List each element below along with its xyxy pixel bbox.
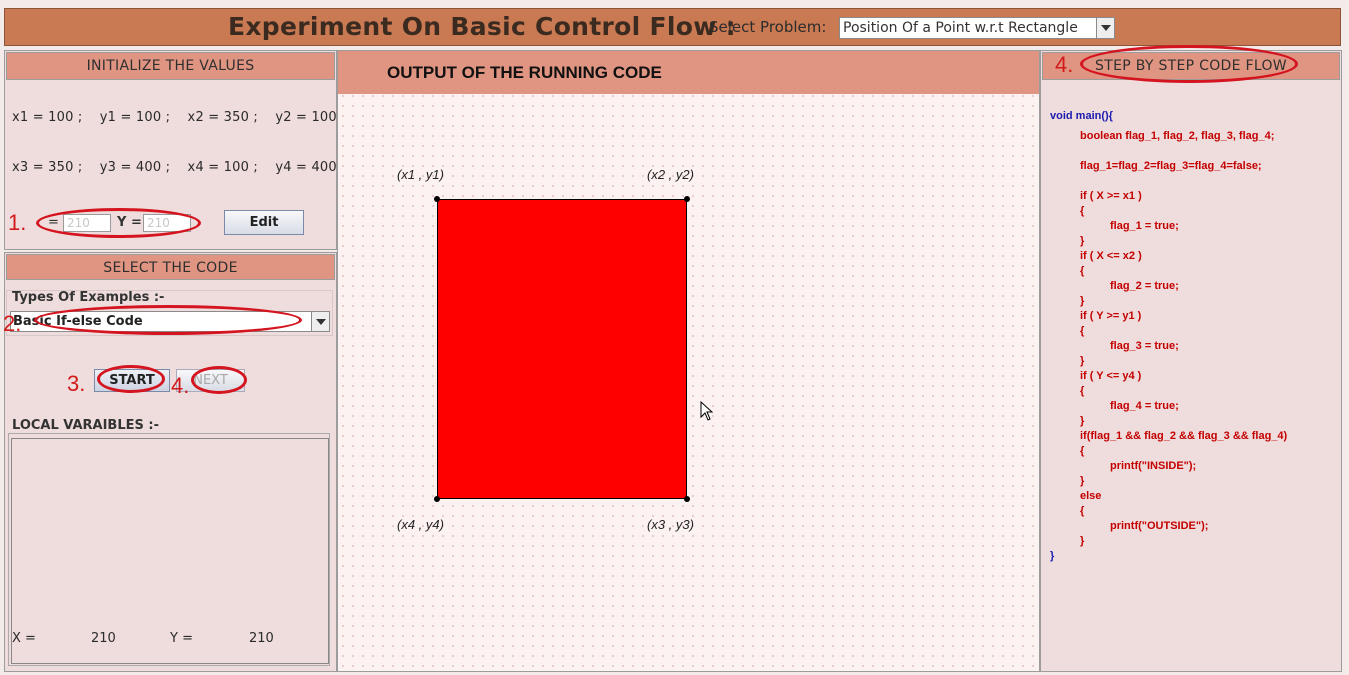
annotation-number: 1. [8, 210, 27, 235]
corner-point-br [684, 496, 690, 502]
code-line: else [1080, 490, 1102, 502]
annotation-number: 4. [1055, 52, 1074, 77]
code-line: { [1080, 205, 1085, 217]
locals-group [8, 433, 330, 666]
annotation-number: 4. [171, 373, 190, 398]
code-line: } [1080, 415, 1085, 427]
values-row-2: x3 = 350 ; y3 = 400 ; x4 = 100 ; y4 = 40… [12, 160, 346, 175]
code-line: flag_3 = true; [1110, 340, 1179, 352]
types-label: Types Of Examples :- [12, 290, 165, 305]
edit-button[interactable]: Edit [224, 210, 304, 235]
code-line: { [1080, 265, 1085, 277]
output-header [338, 51, 1039, 94]
local-x-label: X = [12, 631, 36, 646]
code-flow-panel [1040, 50, 1342, 672]
code-line: printf("OUTSIDE"); [1110, 520, 1209, 532]
code-line: flag_4 = true; [1110, 400, 1179, 412]
code-line: } [1080, 295, 1085, 307]
values-row-1: x1 = 100 ; y1 = 100 ; x2 = 350 ; y2 = 10… [12, 110, 346, 125]
code-line: { [1080, 505, 1085, 517]
mouse-cursor-icon [700, 401, 714, 421]
code-line: { [1080, 325, 1085, 337]
rectangle [437, 199, 687, 499]
code-line: printf("INSIDE"); [1110, 460, 1197, 472]
code-line: { [1080, 385, 1085, 397]
code-line: } [1080, 535, 1085, 547]
initialize-header: INITIALIZE THE VALUES [6, 52, 335, 80]
code-line: } [1080, 475, 1085, 487]
problem-select-value: Position Of a Point w.r.t Rectangle [843, 20, 1078, 36]
local-y-value: 210 [249, 631, 274, 646]
local-y-label: Y = [170, 631, 193, 646]
chevron-down-icon[interactable] [311, 312, 329, 331]
label-x1-y1: (x1 , y1) [397, 167, 444, 182]
code-line: } [1080, 355, 1085, 367]
label-x3-y3: (x3 , y3) [647, 517, 694, 532]
annotation-number: 3. [67, 371, 86, 396]
annotation-number: 2. [3, 311, 22, 336]
code-line: if(flag_1 && flag_2 && flag_3 && flag_4) [1080, 430, 1288, 442]
types-group [6, 290, 333, 336]
code-line: if ( Y <= y4 ) [1080, 370, 1142, 382]
label-x2-y2: (x2 , y2) [647, 167, 694, 182]
locals-box [11, 438, 329, 664]
title-bar [4, 8, 1341, 46]
code-line: void main(){ [1050, 110, 1113, 122]
annotation-ellipse [36, 208, 201, 238]
select-code-header: SELECT THE CODE [6, 254, 335, 280]
code-line: if ( Y >= y1 ) [1080, 310, 1142, 322]
code-line: boolean flag_1, flag_2, flag_3, flag_4; [1080, 130, 1275, 142]
code-line: if ( X <= x2 ) [1080, 250, 1142, 262]
chevron-down-icon[interactable] [1096, 18, 1114, 38]
code-line: flag_2 = true; [1110, 280, 1179, 292]
annotation-ellipse [97, 365, 165, 393]
corner-point-tl [434, 196, 440, 202]
code-line: } [1050, 550, 1055, 562]
problem-select[interactable]: Position Of a Point w.r.t Rectangle [839, 17, 1115, 39]
annotation-ellipse [34, 305, 302, 335]
annotation-ellipse [1080, 45, 1298, 83]
label-x4-y4: (x4 , y4) [397, 517, 444, 532]
output-title: OUTPUT OF THE RUNNING CODE [387, 63, 662, 82]
code-line: flag_1 = true; [1110, 220, 1179, 232]
select-problem-label: Select Problem: [709, 18, 827, 36]
corner-point-tr [684, 196, 690, 202]
corner-point-bl [434, 496, 440, 502]
locals-label: LOCAL VARAIBLES :- [12, 418, 162, 433]
code-line: } [1080, 235, 1085, 247]
code-line: { [1080, 445, 1085, 457]
code-line: if ( X >= x1 ) [1080, 190, 1142, 202]
code-line: flag_1=flag_2=flag_3=flag_4=false; [1080, 160, 1262, 172]
local-x-value: 210 [91, 631, 116, 646]
annotation-ellipse [191, 366, 247, 394]
app-title: Experiment On Basic Control Flow : [228, 12, 736, 41]
